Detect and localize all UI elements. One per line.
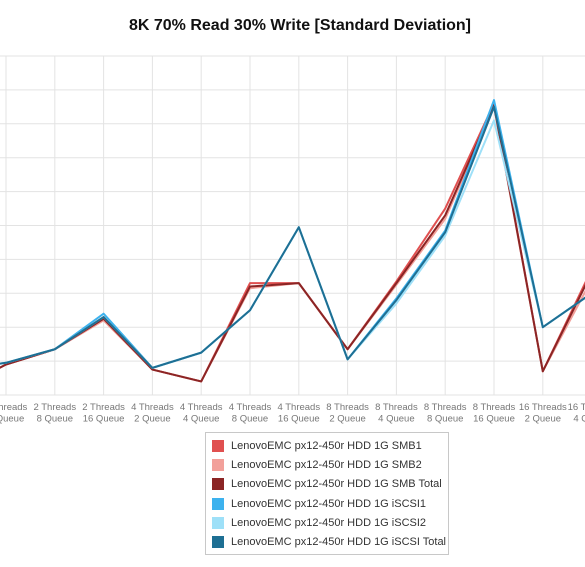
legend-item: LenovoEMC px12-450r HDD 1G SMB2 xyxy=(206,455,448,474)
chart-series xyxy=(0,99,585,383)
series-line-1 xyxy=(0,102,585,383)
x-tick-label: 8 Threads 8 Queue xyxy=(424,402,467,425)
legend-item: LenovoEMC px12-450r HDD 1G iSCSI1 xyxy=(206,494,448,513)
legend-label: LenovoEMC px12-450r HDD 1G SMB2 xyxy=(231,458,422,471)
x-tick-label: 8 Threads 4 Queue xyxy=(375,402,418,425)
legend-swatch xyxy=(212,458,224,471)
legend-swatch xyxy=(212,439,224,452)
legend-swatch xyxy=(212,516,224,529)
chart-legend: LenovoEMC px12-450r HDD 1G SMB1 LenovoEMC… xyxy=(205,432,449,555)
legend-label: LenovoEMC px12-450r HDD 1G iSCSI Total xyxy=(231,536,447,549)
x-tick-label: 8 Threads 2 Queue xyxy=(326,402,369,425)
series-line-3 xyxy=(0,104,585,383)
series-line-6 xyxy=(0,105,585,369)
legend-label: LenovoEMC px12-450r HDD 1G iSCSI1 xyxy=(231,497,427,510)
legend-swatch xyxy=(212,478,224,491)
x-tick-label: 8 Threads 16 Queue xyxy=(473,402,516,425)
x-tick-label: 2 Threads 8 Queue xyxy=(33,402,76,425)
x-tick-label: 4 Threads 4 Queue xyxy=(180,402,223,425)
legend-item: LenovoEMC px12-450r HDD 1G iSCSI2 xyxy=(206,513,448,532)
legend-swatch xyxy=(212,536,224,549)
legend-item: LenovoEMC px12-450r HDD 1G SMB1 xyxy=(206,436,448,455)
legend-label: LenovoEMC px12-450r HDD 1G SMB1 xyxy=(231,439,422,452)
x-tick-label: 2 Threads 16 Queue xyxy=(82,402,125,425)
legend-label: LenovoEMC px12-450r HDD 1G iSCSI2 xyxy=(231,516,427,529)
x-tick-label: 16 Threads 2 Queue xyxy=(519,402,567,425)
legend-item: LenovoEMC px12-450r HDD 1G iSCSI Total xyxy=(206,532,448,551)
legend-label: LenovoEMC px12-450r HDD 1G SMB Total xyxy=(231,478,442,491)
legend-swatch xyxy=(212,497,224,510)
x-tick-label: 4 Threads 16 Queue xyxy=(277,402,320,425)
chart-grid xyxy=(0,55,585,396)
legend-item: LenovoEMC px12-450r HDD 1G SMB Total xyxy=(206,475,448,494)
x-tick-label: 4 Threads 8 Queue xyxy=(229,402,272,425)
chart-title: 8K 70% Read 30% Write [Standard Deviatio… xyxy=(128,17,472,34)
x-tick-label: 4 Threads 2 Queue xyxy=(131,402,174,425)
series-line-2 xyxy=(0,105,585,383)
